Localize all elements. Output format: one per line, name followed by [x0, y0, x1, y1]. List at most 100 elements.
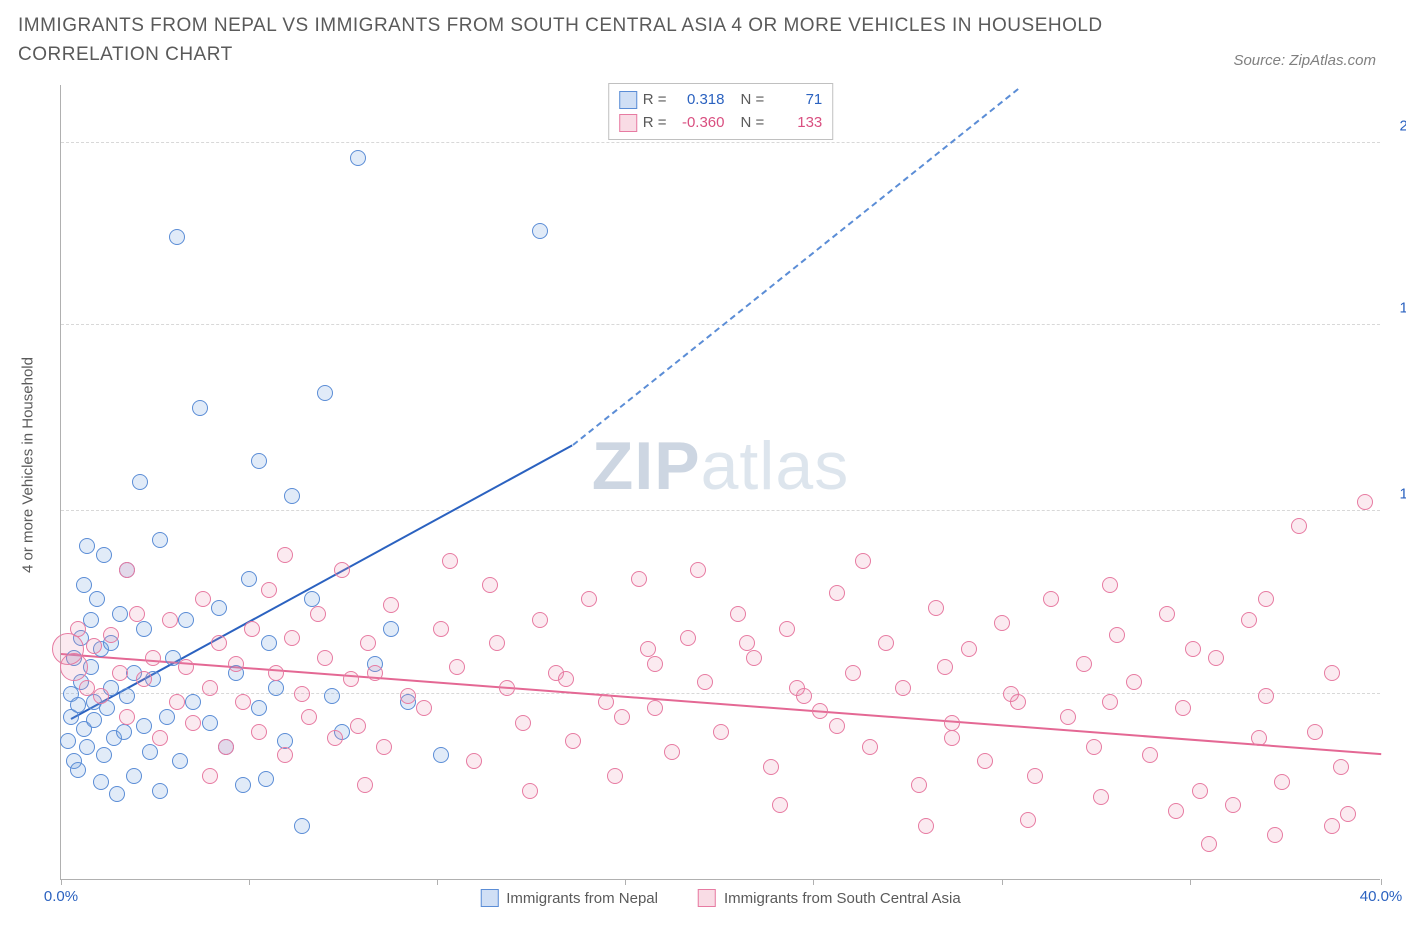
data-point — [360, 635, 376, 651]
data-point — [489, 635, 505, 651]
x-tick — [1381, 879, 1382, 885]
data-point — [499, 680, 515, 696]
data-point — [614, 709, 630, 725]
chart-title: IMMIGRANTS FROM NEPAL VS IMMIGRANTS FROM… — [18, 12, 1118, 69]
data-point — [96, 547, 112, 563]
data-point — [70, 762, 86, 778]
x-tick — [813, 879, 814, 885]
legend-item-nepal: Immigrants from Nepal — [480, 889, 658, 907]
data-point — [532, 612, 548, 628]
data-point — [327, 730, 343, 746]
data-point — [482, 577, 498, 593]
x-tick-label: 0.0% — [44, 888, 78, 905]
data-point — [258, 771, 274, 787]
swatch-blue-icon — [480, 889, 498, 907]
data-point — [1076, 656, 1092, 672]
data-point — [211, 635, 227, 651]
data-point — [1175, 700, 1191, 716]
data-point — [129, 606, 145, 622]
data-point — [449, 659, 465, 675]
data-point — [1208, 650, 1224, 666]
x-tick — [437, 879, 438, 885]
data-point — [284, 630, 300, 646]
data-point — [268, 665, 284, 681]
data-point — [79, 538, 95, 554]
data-point — [878, 635, 894, 651]
watermark: ZIPatlas — [592, 427, 849, 505]
data-point — [251, 453, 267, 469]
data-point — [109, 786, 125, 802]
data-point — [169, 694, 185, 710]
data-point — [172, 753, 188, 769]
data-point — [855, 553, 871, 569]
data-point — [631, 571, 647, 587]
data-point — [558, 671, 574, 687]
data-point — [142, 744, 158, 760]
data-point — [202, 768, 218, 784]
data-point — [96, 747, 112, 763]
data-point — [1333, 759, 1349, 775]
data-point — [400, 688, 416, 704]
data-point — [1093, 789, 1109, 805]
data-point — [116, 724, 132, 740]
data-point — [1027, 768, 1043, 784]
data-point — [598, 694, 614, 710]
data-point — [136, 671, 152, 687]
data-point — [60, 733, 76, 749]
data-point — [310, 606, 326, 622]
data-point — [994, 615, 1010, 631]
data-point — [937, 659, 953, 675]
data-point — [294, 686, 310, 702]
data-point — [713, 724, 729, 740]
data-point — [334, 562, 350, 578]
data-point — [911, 777, 927, 793]
data-point — [244, 621, 260, 637]
data-point — [581, 591, 597, 607]
data-point — [1086, 739, 1102, 755]
data-point — [680, 630, 696, 646]
data-point — [277, 747, 293, 763]
data-point — [261, 582, 277, 598]
data-point — [132, 474, 148, 490]
data-point — [251, 700, 267, 716]
swatch-blue-icon — [619, 91, 637, 109]
data-point — [112, 606, 128, 622]
data-point — [1159, 606, 1175, 622]
data-point — [1225, 797, 1241, 813]
data-point — [93, 688, 109, 704]
data-point — [1185, 641, 1201, 657]
data-point — [145, 650, 161, 666]
data-point — [251, 724, 267, 740]
data-point — [1258, 591, 1274, 607]
data-point — [241, 571, 257, 587]
data-point — [1324, 665, 1340, 681]
y-tick-label: 6.3% — [1387, 668, 1406, 685]
data-point — [697, 674, 713, 690]
data-point — [862, 739, 878, 755]
series-legend: Immigrants from Nepal Immigrants from So… — [480, 889, 960, 907]
data-point — [112, 665, 128, 681]
data-point — [1102, 577, 1118, 593]
data-point — [343, 671, 359, 687]
data-point — [845, 665, 861, 681]
data-point — [185, 715, 201, 731]
source-attribution: Source: ZipAtlas.com — [1233, 52, 1376, 69]
x-tick — [1002, 879, 1003, 885]
data-point — [136, 621, 152, 637]
data-point — [1357, 494, 1373, 510]
data-point — [895, 680, 911, 696]
data-point — [119, 688, 135, 704]
gridline — [61, 142, 1380, 143]
header-row: IMMIGRANTS FROM NEPAL VS IMMIGRANTS FROM… — [0, 0, 1406, 73]
data-point — [1102, 694, 1118, 710]
x-tick — [249, 879, 250, 885]
data-point — [350, 718, 366, 734]
data-point — [739, 635, 755, 651]
data-point — [89, 591, 105, 607]
data-point — [433, 747, 449, 763]
data-point — [647, 656, 663, 672]
data-point — [60, 653, 88, 681]
data-point — [277, 733, 293, 749]
data-point — [367, 665, 383, 681]
data-point — [1020, 812, 1036, 828]
